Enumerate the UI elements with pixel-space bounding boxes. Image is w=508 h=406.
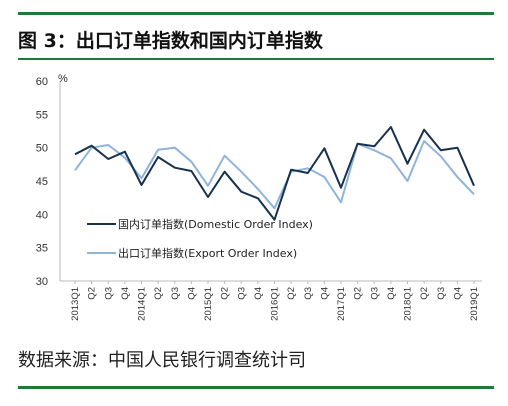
x-tick-label: Q3 xyxy=(436,287,447,300)
legend-label-export: 出口订单指数(Export Order Index) xyxy=(118,246,297,260)
y-tick-label: 45 xyxy=(36,176,48,188)
x-tick-label: Q3 xyxy=(369,287,380,300)
x-tick-label: 2017Q1 xyxy=(336,287,347,321)
figure-title: 图 3：出口订单指数和国内订单指数 xyxy=(18,30,323,52)
y-tick-label: 30 xyxy=(36,276,48,288)
x-tick-label: 2018Q1 xyxy=(403,287,414,321)
x-tick-label: Q2 xyxy=(87,287,98,300)
x-tick-label: Q3 xyxy=(103,287,114,300)
x-ticks: 2013Q1 Q2 Q3 Q4 2014Q1 Q2 Q3 Q4 2015Q1 Q2 Q3 Q4 2016… xyxy=(70,281,480,321)
x-tick-label: Q4 xyxy=(452,287,463,300)
series-line-domestic xyxy=(74,126,475,221)
x-tick-label: 2019Q1 xyxy=(469,287,480,321)
x-tick-label: Q2 xyxy=(220,287,231,300)
x-tick-label: Q2 xyxy=(353,287,364,300)
x-tick-label: 2015Q1 xyxy=(203,287,214,321)
y-tick-label: 35 xyxy=(36,243,48,255)
title-rule xyxy=(18,58,494,60)
x-tick-label: Q4 xyxy=(386,287,397,300)
x-tick-label: 2016Q1 xyxy=(270,287,281,321)
legend-label-domestic: 国内订单指数(Domestic Order Index) xyxy=(118,217,313,231)
y-tick-label: 55 xyxy=(36,109,48,121)
x-tick-label: 2014Q1 xyxy=(137,287,148,321)
x-tick-label: Q4 xyxy=(253,287,264,300)
series-line-export xyxy=(74,140,475,210)
series-lines xyxy=(74,126,475,221)
x-tick-label: Q3 xyxy=(236,287,247,300)
x-tick-label: Q4 xyxy=(120,287,131,300)
x-tick-label: Q3 xyxy=(170,287,181,300)
y-ticks: 30 35 40 45 50 55 60 xyxy=(36,76,48,288)
x-tick-label: Q3 xyxy=(303,287,314,300)
bottom-rule xyxy=(18,386,494,389)
data-source: 数据来源：中国人民银行调查统计司 xyxy=(18,350,306,371)
y-tick-label: 60 xyxy=(36,76,48,88)
y-tick-label: 40 xyxy=(36,209,48,221)
x-tick-label: Q2 xyxy=(153,287,164,300)
x-tick-label: Q4 xyxy=(319,287,330,300)
legend: 国内订单指数(Domestic Order Index) 出口订单指数(Expo… xyxy=(87,217,313,260)
x-tick-label: 2013Q1 xyxy=(70,287,81,321)
x-tick-label: Q2 xyxy=(419,287,430,300)
y-tick-label: 50 xyxy=(36,143,48,155)
y-unit-label: % xyxy=(58,73,68,85)
x-tick-label: Q2 xyxy=(286,287,297,300)
x-tick-label: Q4 xyxy=(186,287,197,300)
top-rule xyxy=(18,12,494,15)
